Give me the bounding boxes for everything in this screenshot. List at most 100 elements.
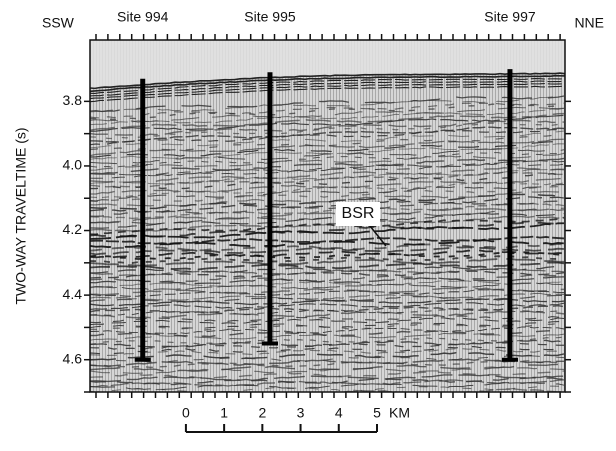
reflector: [90, 85, 565, 103]
reflector: [90, 345, 565, 355]
reflector: [90, 255, 565, 264]
reflector: [90, 267, 565, 277]
site-label: Site 995: [244, 9, 296, 25]
reflector: [90, 202, 565, 220]
reflector: [90, 216, 565, 236]
reflector: [90, 382, 565, 390]
annotation-label: BSR: [342, 205, 375, 222]
reflector: [90, 341, 565, 350]
reflector: [90, 308, 565, 316]
reflector: [90, 167, 565, 184]
reflector: [90, 152, 565, 168]
reflector: [90, 282, 565, 291]
reflector: [90, 171, 565, 188]
y-tick-label: 4.0: [63, 157, 83, 173]
reflector: [90, 222, 565, 240]
reflector: [90, 289, 565, 297]
reflector: [90, 302, 565, 310]
reflector: [90, 280, 565, 289]
reflector: [90, 351, 565, 361]
reflector: [90, 374, 565, 383]
reflector: [90, 80, 565, 97]
reflector: [90, 181, 565, 199]
reflector: [90, 298, 565, 307]
reflector: [90, 221, 565, 239]
reflector: [524, 391, 560, 392]
reflector: [90, 114, 565, 132]
annotation: BSR: [336, 202, 387, 247]
reflector: [90, 183, 565, 202]
site-label: Site 997: [484, 9, 536, 25]
scale-unit: KM: [389, 405, 410, 421]
reflector: [90, 112, 565, 132]
reflector: [90, 326, 565, 335]
reflector: [90, 385, 565, 392]
reflector: [90, 395, 564, 402]
scale-tick-label: 3: [297, 405, 305, 421]
reflector: [90, 148, 565, 165]
reflector: [90, 119, 565, 137]
reflector: [90, 315, 565, 324]
reflector: [90, 126, 565, 143]
reflector: [90, 332, 565, 341]
reflector: [90, 152, 565, 171]
reflector: [90, 274, 565, 283]
reflector: [90, 270, 565, 279]
reflector: [90, 304, 565, 314]
reflector: [90, 366, 565, 375]
reflector: [90, 370, 565, 379]
reflector: [90, 329, 565, 338]
reflector: [90, 379, 565, 388]
y-tick-label: 4.4: [63, 286, 83, 302]
reflector: [90, 102, 565, 119]
reflector: [90, 77, 565, 94]
reflector: [90, 239, 565, 249]
right-direction: NNE: [574, 15, 604, 31]
reflector: [90, 96, 565, 113]
reflector: [90, 130, 565, 149]
reflector: [90, 140, 565, 158]
reflector: [90, 348, 565, 357]
reflector: [90, 251, 565, 260]
reflector: [90, 322, 565, 331]
reflector: [90, 128, 565, 146]
site-label: Site 994: [117, 9, 169, 25]
reflector: [90, 286, 565, 296]
reflector: [90, 107, 565, 126]
annotation-leader: [369, 225, 387, 247]
reflector: [90, 257, 565, 267]
scale-tick-label: 0: [182, 405, 190, 421]
reflector: [90, 276, 565, 285]
y-tick-label: 4.2: [63, 221, 83, 237]
reflector: [90, 359, 565, 368]
left-direction: SSW: [42, 15, 75, 31]
reflector: [90, 358, 565, 367]
reflector: [90, 157, 565, 175]
reflector: [90, 72, 565, 90]
plot-frame: [89, 39, 566, 393]
reflector: [90, 249, 565, 259]
scale-tick-label: 2: [258, 405, 266, 421]
y-tick-label: 4.6: [63, 350, 83, 366]
annotation-box: [336, 202, 380, 226]
reflector: [90, 95, 565, 113]
reflector: [90, 246, 565, 256]
y-axis-label: TWO-WAY TRAVELTIME (s): [13, 127, 29, 304]
reflector: [90, 198, 565, 217]
seismic-background: [90, 40, 565, 392]
reflectors: [90, 40, 565, 402]
reflector: [90, 363, 565, 372]
reflector: [90, 317, 565, 326]
reflector: [90, 261, 565, 271]
reflector: [90, 321, 565, 329]
reflector: [90, 173, 565, 190]
scale-tick-label: 4: [335, 405, 343, 421]
reflector: [90, 138, 565, 157]
reflector: [90, 193, 565, 210]
reflector: [90, 163, 565, 179]
reflector: [90, 212, 565, 229]
reflector: [90, 83, 565, 100]
reflector: [90, 207, 565, 224]
reflector: [90, 74, 565, 93]
